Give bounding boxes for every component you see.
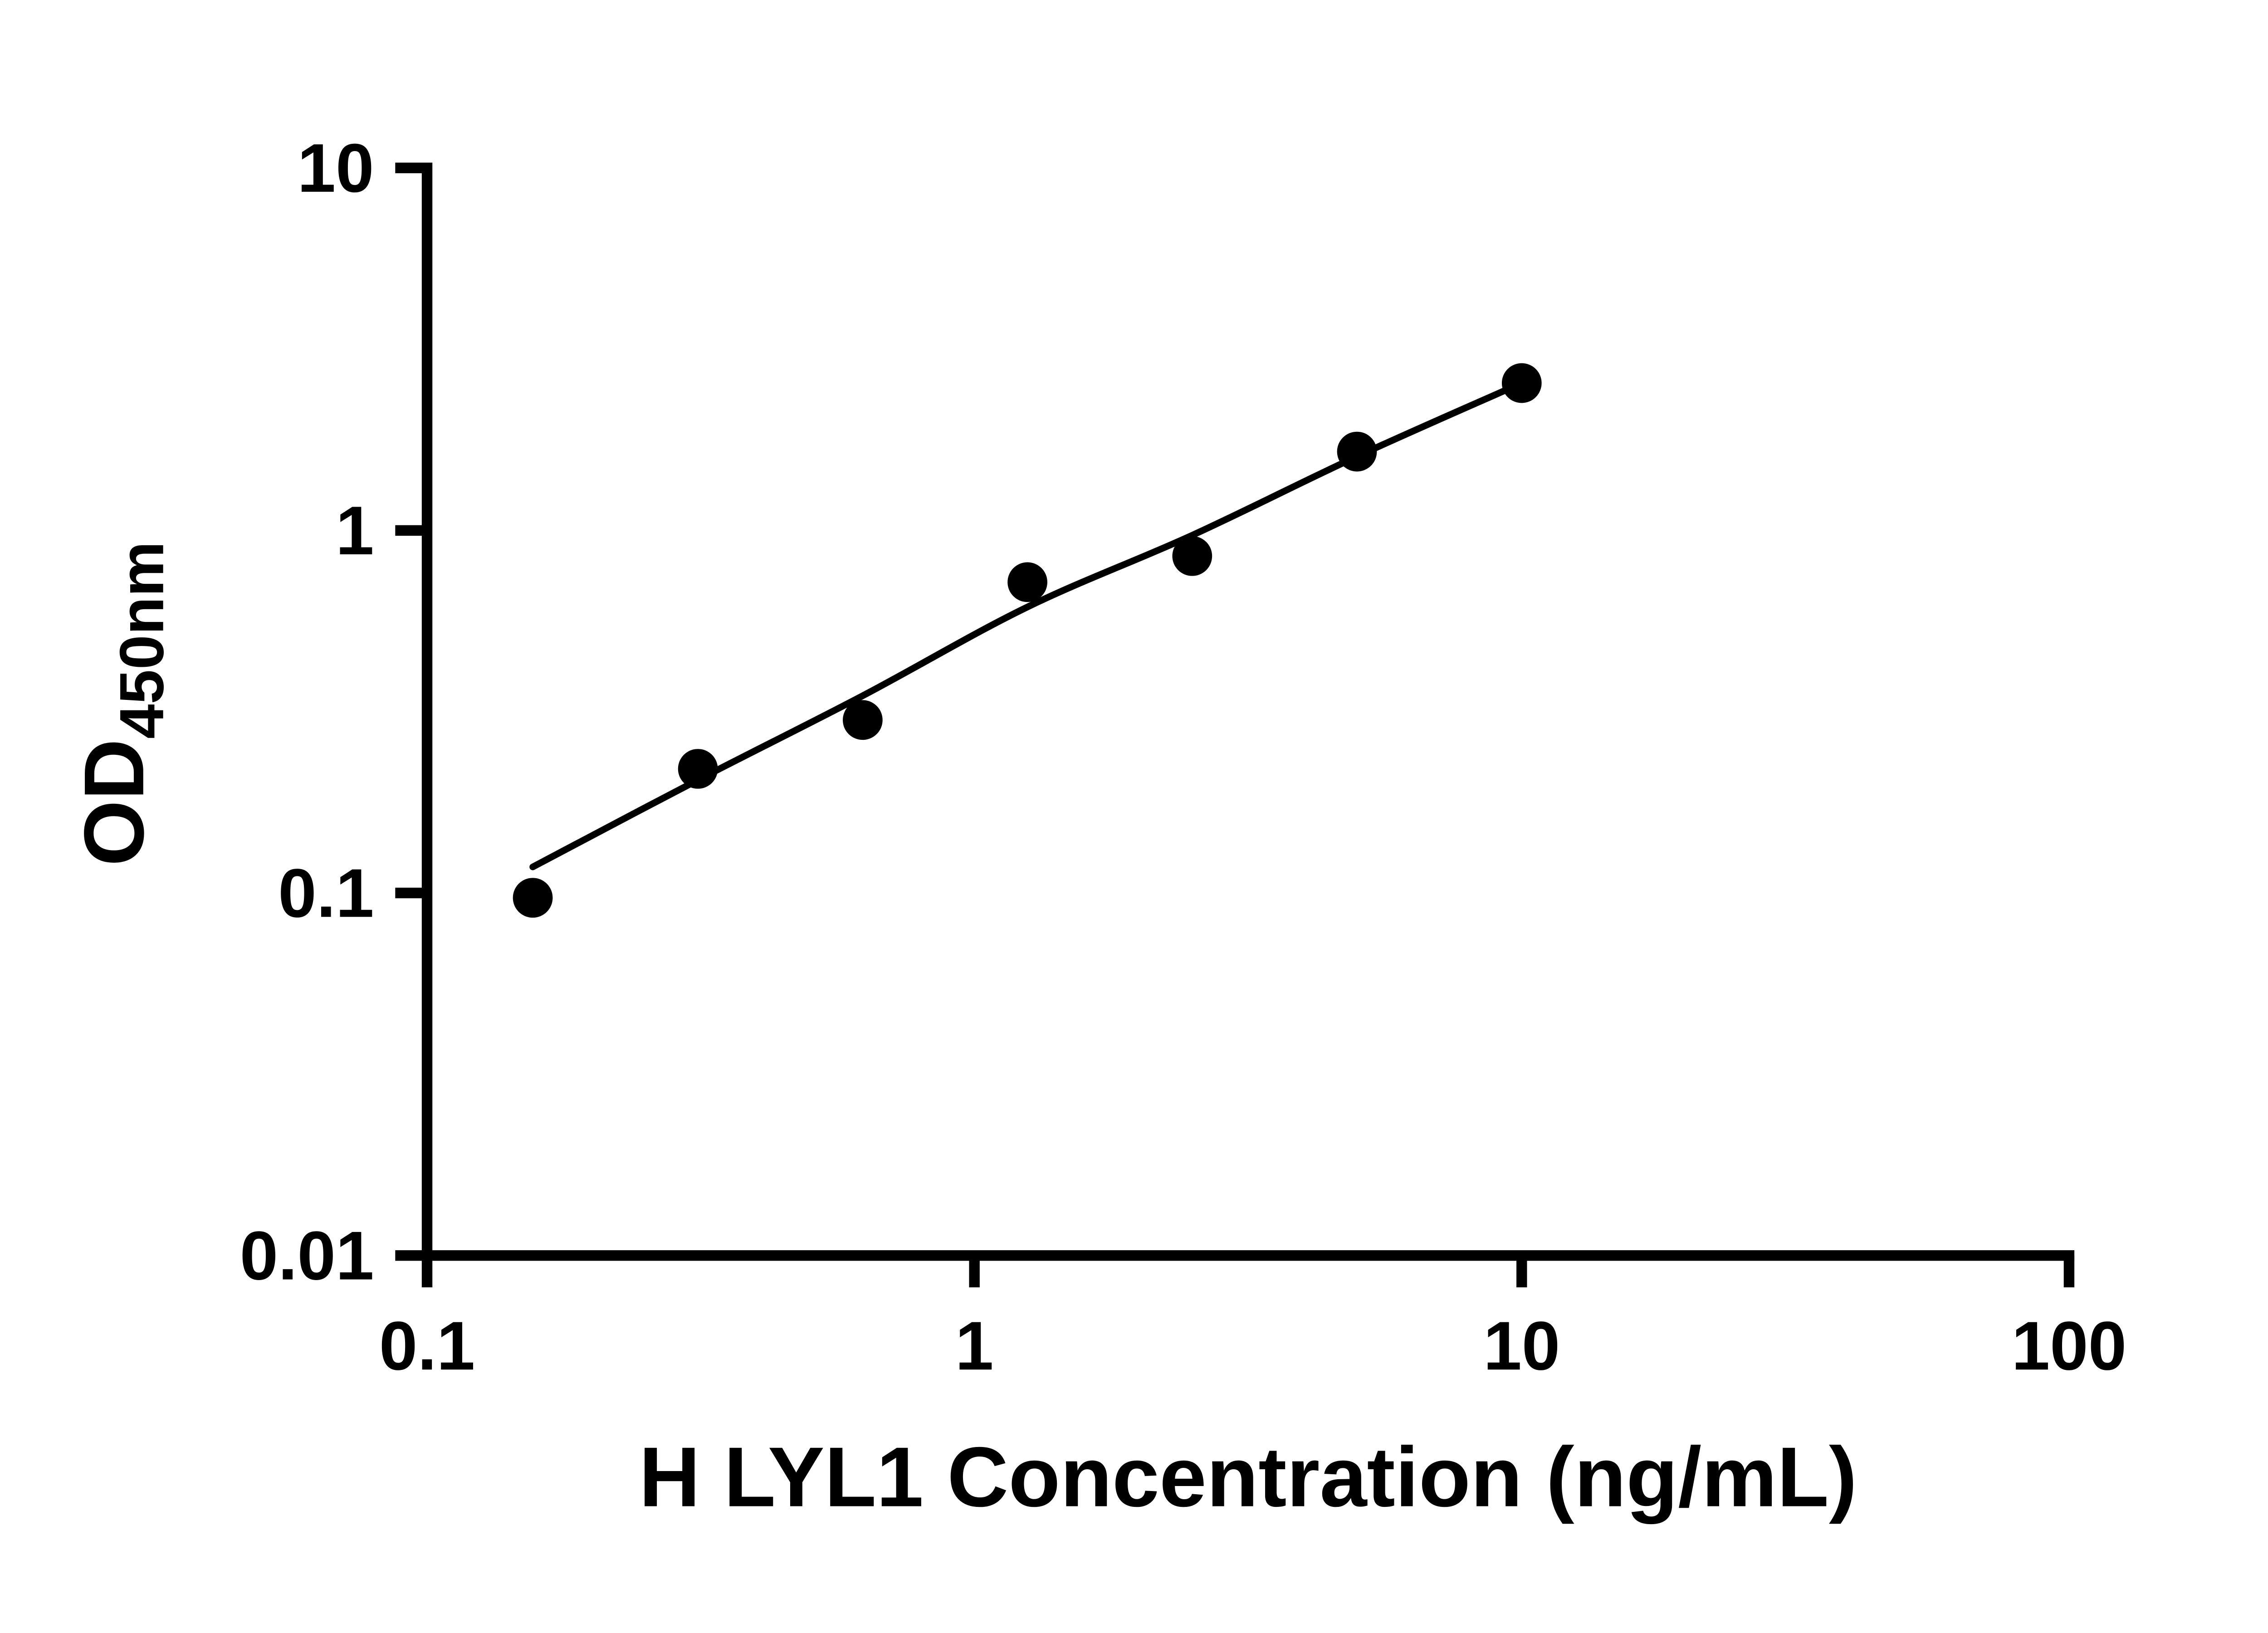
x-tick-label: 10	[1483, 1307, 1560, 1384]
x-tick-label: 1	[955, 1307, 994, 1384]
data-point	[513, 878, 553, 918]
y-axis-title-subscript: 450nm	[108, 541, 177, 738]
y-tick-label: 1	[336, 492, 374, 569]
data-point	[842, 700, 883, 740]
y-axis-title: OD450nm	[67, 541, 177, 866]
y-axis-title-main: OD	[67, 739, 161, 866]
x-tick-label: 100	[2012, 1307, 2127, 1384]
data-point	[1007, 562, 1047, 602]
y-tick-label: 10	[297, 130, 374, 207]
axis-lines	[421, 162, 2075, 1261]
data-point	[1501, 363, 1542, 403]
y-tick-label: 0.1	[278, 855, 374, 932]
data-point	[678, 749, 718, 789]
x-axis-title: H LYL1 Concentration (ng/mL)	[639, 1429, 1857, 1524]
y-tick-label: 0.01	[240, 1217, 374, 1294]
data-point	[1172, 536, 1212, 576]
x-tick-label: 0.1	[379, 1307, 475, 1384]
data-point	[1337, 431, 1377, 472]
